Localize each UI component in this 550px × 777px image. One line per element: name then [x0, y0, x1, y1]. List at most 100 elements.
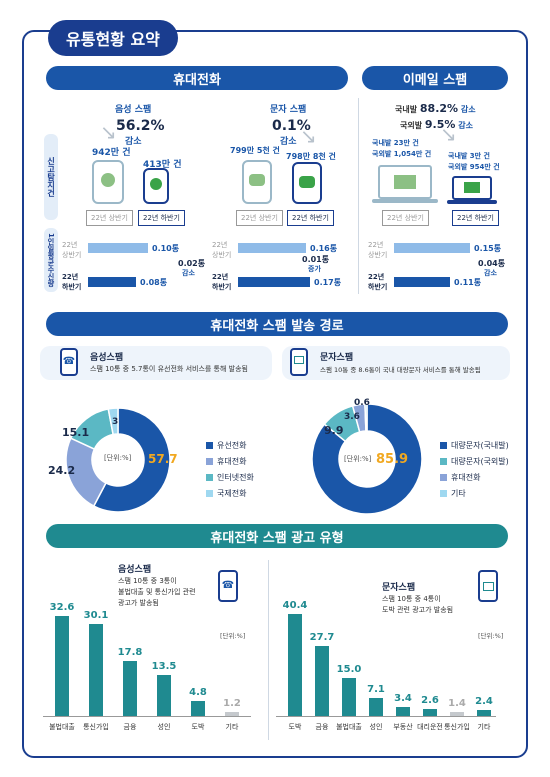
bar — [315, 646, 329, 716]
bar-value-label: 1.2 — [223, 698, 241, 709]
pie-voice-value-2: 15.1 — [62, 426, 90, 439]
bar — [369, 698, 383, 716]
ad-voice-unit: [단위:%] — [220, 632, 246, 640]
bar — [55, 616, 69, 716]
page-title: 유통현황 요약 — [48, 20, 178, 56]
bar-category-label: 도박 — [191, 723, 205, 731]
bar — [89, 624, 103, 716]
pie-sms-unit: [단위:%] — [344, 455, 372, 463]
x-axis — [43, 716, 251, 717]
email-bar-h1 — [394, 243, 470, 253]
voice-bar-h2 — [88, 277, 136, 287]
voice-h1-count: 942만 건 — [92, 148, 131, 158]
email-domestic-dir: 감소 — [460, 105, 476, 114]
email-foreign-dir: 감소 — [458, 121, 473, 130]
pie-slice — [312, 404, 422, 514]
email-bar-delta-dir: 감소 — [484, 269, 497, 277]
ad-sms-desc2: 도박 관련 광고가 발송됨 — [382, 606, 454, 614]
phone-message-icon — [478, 570, 498, 602]
legend-item: 국제전화 — [206, 488, 246, 499]
route-sms-desc: 스팸 10통 중 8.6통이 국내 대량문자 서비스를 통해 발송됨 — [320, 366, 481, 374]
phone-icon — [292, 162, 322, 204]
bar-value-label: 3.4 — [394, 693, 412, 704]
sms-bar-h2 — [238, 277, 310, 287]
bar-value-label: 7.1 — [367, 684, 385, 695]
voice-bar-h2-label: 22년 하반기 — [62, 273, 82, 291]
ad-sms-desc1: 스팸 10통 중 4통이 — [382, 595, 441, 603]
bar — [191, 701, 205, 716]
legend-item: 인터넷전화 — [206, 472, 254, 483]
bar-value-label: 30.1 — [83, 610, 109, 621]
bar-value-label: 32.6 — [49, 602, 75, 613]
voice-bar-delta: 0.02통 — [178, 259, 206, 268]
ad-sms-title: 문자스팸 — [382, 583, 416, 593]
bar-category-label: 성인 — [369, 723, 383, 731]
route-voice-desc: 스팸 10통 중 5.7통이 유선전화 서비스를 통해 발송됨 — [90, 365, 248, 373]
section-ad-header: 휴대전화 스팸 광고 유형 — [46, 524, 508, 548]
email-bar-h2-value: 0.11통 — [454, 278, 482, 287]
page-frame — [22, 30, 528, 758]
bar-category-label: 금융 — [123, 723, 137, 731]
sms-title: 문자 스팸 — [270, 105, 307, 115]
sms-bar-delta: 0.01통 — [302, 255, 330, 264]
bar-value-label: 17.8 — [117, 647, 143, 658]
phone-message-icon — [290, 348, 308, 376]
laptop-icon — [452, 176, 492, 200]
bar — [288, 614, 302, 716]
bar-value-label: 1.4 — [448, 698, 466, 709]
email-bar-h2-label: 22년 하반기 — [368, 273, 388, 291]
email-bar-h2 — [394, 277, 450, 287]
sms-h2-label: 22년 하반기 — [287, 210, 334, 226]
email-bar-delta: 0.04통 — [478, 259, 506, 268]
bar — [477, 710, 491, 716]
pie-chart-sms — [312, 404, 422, 514]
email-bar-h1-label: 22년 상반기 — [368, 241, 388, 259]
voice-h2-count: 413만 건 — [143, 160, 182, 170]
sms-bar-delta-dir: 증가 — [308, 265, 321, 273]
pie-slice — [92, 408, 170, 512]
laptop-icon — [378, 165, 432, 199]
sms-bar-h1 — [238, 243, 306, 253]
ad-voice-title: 음성스팸 — [118, 565, 152, 575]
legend-item: 휴대전화 — [440, 472, 480, 483]
ad-sms-unit: [단위:%] — [478, 632, 504, 640]
pie-sms-value-3: 0.6 — [354, 398, 370, 408]
voice-bar-h1-label: 22년 상반기 — [62, 241, 82, 259]
route-sms-title: 문자스팸 — [320, 353, 354, 363]
row-label-per-person: 1인일평균수신량 — [44, 228, 58, 292]
bar-category-label: 부동산 — [393, 723, 413, 731]
pie-voice-value-3: 3 — [112, 417, 119, 427]
bar-category-label: 기타 — [477, 723, 491, 731]
bar-category-label: 대리운전 — [417, 723, 443, 731]
email-h2-foreign: 국외발 954만 건 — [448, 163, 500, 171]
legend-item: 대량문자(국내발) — [440, 440, 509, 451]
pie-slice — [107, 408, 119, 436]
voice-title: 음성 스팸 — [115, 105, 152, 115]
x-axis — [276, 716, 496, 717]
legend-item: 유선전화 — [206, 440, 246, 451]
route-voice-card — [40, 346, 272, 380]
bar-value-label: 4.8 — [189, 687, 207, 698]
row-label-reports: 신고탐지건 — [44, 134, 58, 220]
laptop-base — [372, 199, 438, 203]
pie-slice — [364, 404, 368, 432]
pie-voice-value-1: 24.2 — [48, 464, 76, 477]
sms-change-dir: 감소 — [280, 137, 297, 147]
voice-bar-h1-value: 0.10통 — [152, 244, 180, 253]
route-voice-title: 음성스팸 — [90, 353, 124, 363]
bar-category-label: 기타 — [225, 723, 239, 731]
phone-icon — [242, 160, 272, 204]
legend-item: 휴대전화 — [206, 456, 246, 467]
pie-voice-unit: [단위:%] — [104, 454, 132, 462]
bar — [396, 707, 410, 716]
bar-value-label: 15.0 — [336, 664, 362, 675]
sms-change: 0.1% — [272, 118, 311, 134]
down-arrow-icon: ↘ — [440, 122, 457, 146]
pie-sms-value-1: 9.9 — [324, 424, 344, 437]
voice-change: 56.2% — [116, 118, 165, 134]
sms-bar-h1-label: 22년 상반기 — [212, 241, 232, 259]
pie-sms-value-0: 85.9 — [376, 452, 409, 467]
route-sms-card — [282, 346, 510, 380]
email-h1-domestic: 국내발 23만 건 — [372, 139, 419, 147]
bar-category-label: 통신가입 — [83, 723, 109, 731]
